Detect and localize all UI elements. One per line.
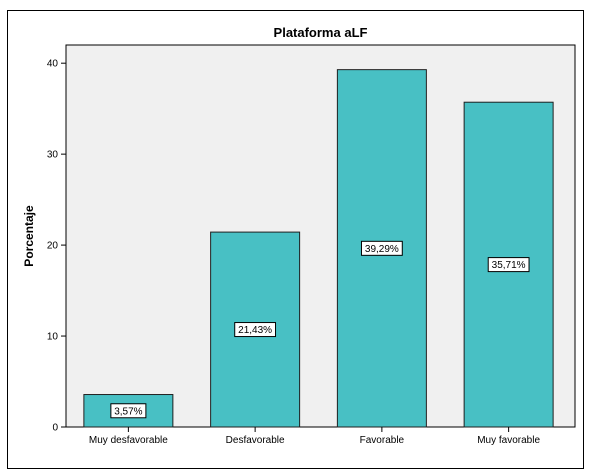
x-category-label: Muy desfavorable bbox=[89, 435, 168, 446]
y-tick-label: 10 bbox=[47, 332, 59, 343]
data-label: 3,57% bbox=[114, 406, 142, 417]
y-tick-label: 0 bbox=[52, 423, 58, 434]
x-axis: Muy desfavorable Desfavorable Favorable Muy… bbox=[89, 427, 540, 446]
x-category-label: Favorable bbox=[360, 435, 405, 446]
y-tick-label: 30 bbox=[47, 150, 59, 161]
data-label-box bbox=[234, 322, 277, 338]
data-label-box bbox=[110, 403, 147, 419]
data-label: 21,43% bbox=[238, 325, 272, 336]
data-label-box bbox=[487, 257, 530, 273]
y-tick-label: 40 bbox=[47, 59, 59, 70]
y-tick-label: 20 bbox=[47, 241, 59, 252]
data-label-box bbox=[360, 240, 403, 256]
data-label: 39,29% bbox=[365, 244, 399, 255]
y-axis: 0 10 20 30 40 bbox=[47, 59, 66, 434]
x-category-label: Muy favorable bbox=[477, 435, 540, 446]
data-label: 35,71% bbox=[492, 260, 526, 271]
chart-title: Plataforma aLF bbox=[274, 25, 368, 40]
x-category-label: Desfavorable bbox=[226, 435, 285, 446]
y-axis-label: Porcentaje bbox=[22, 205, 36, 267]
bars-group: 3,57% 21,43% 39,29% 35,71% bbox=[83, 69, 554, 428]
